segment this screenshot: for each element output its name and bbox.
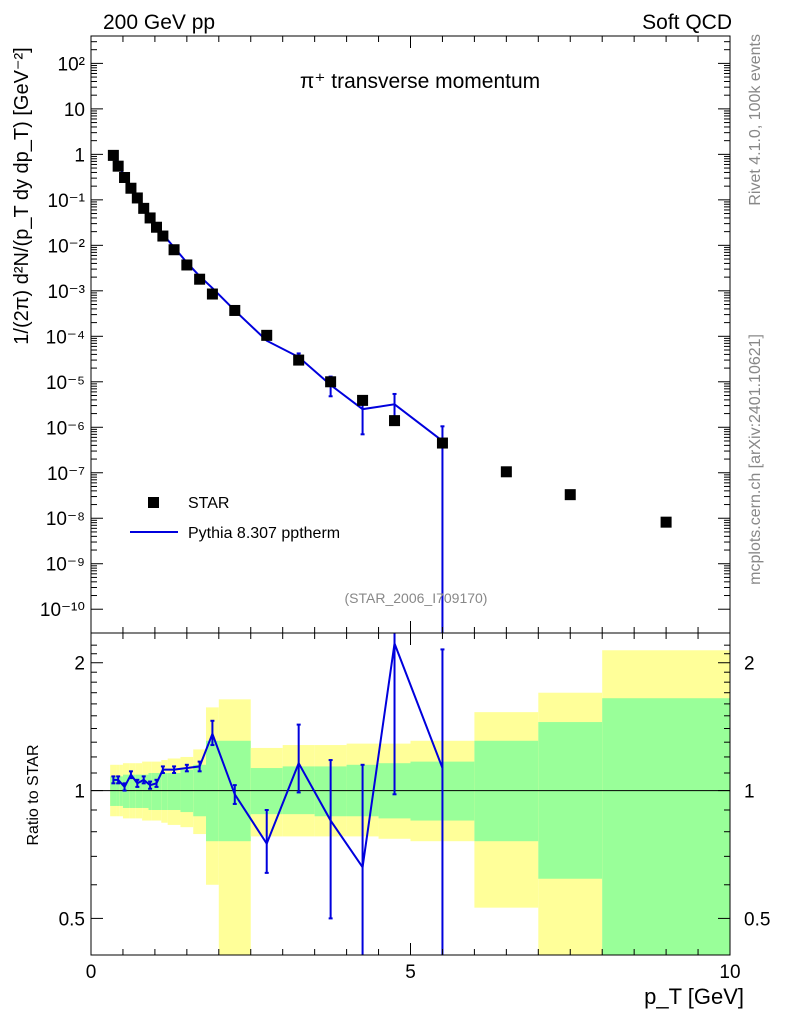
ratio-y-tick-label-right: 1 (744, 782, 755, 803)
legend-pythia-label: Pythia 8.307 pptherm (188, 525, 340, 542)
ratio-band-inner (129, 774, 133, 808)
rivet-version-label: Rivet 4.1.0, 100k events (747, 34, 764, 206)
ratio-y-tick-label-left: 0.5 (59, 909, 85, 930)
ratio-band-inner (250, 768, 283, 815)
legend: STAR Pythia 8.307 pptherm (130, 495, 340, 542)
data-point (125, 182, 137, 194)
data-point (144, 212, 156, 224)
data-point (564, 489, 576, 501)
data-point (389, 415, 401, 427)
ratio-band-inner (151, 772, 162, 811)
mc-series-ratio (111, 633, 445, 955)
data-point (131, 192, 143, 204)
data-point (229, 304, 241, 316)
data-point (500, 466, 512, 478)
data-point (206, 288, 218, 300)
main-y-tick-label: 10⁻⁴ (46, 327, 85, 348)
mc-series-main (112, 153, 445, 633)
legend-star-marker (148, 497, 159, 508)
ratio-band-inner (110, 776, 117, 806)
data-point (107, 149, 119, 161)
main-y-tick-label: 10⁻¹ (48, 191, 86, 212)
mcplots-source-label: mcplots.cern.ch [arXiv:2401.10621] (747, 334, 764, 585)
data-point (119, 171, 131, 183)
axis-ticks (90, 35, 731, 955)
x-tick-label: 5 (405, 962, 416, 983)
main-y-tick-label: 1 (74, 145, 85, 166)
data-point (293, 354, 305, 366)
ratio-uncertainty-bands (110, 650, 730, 955)
ratio-band-inner (116, 776, 120, 806)
ratio-band-inner (161, 772, 168, 811)
main-y-tick-label: 10⁻⁶ (46, 418, 85, 439)
data-series-main (107, 149, 672, 528)
main-y-tick-label: 10⁻⁷ (47, 464, 85, 485)
ratio-y-tick-label-left: 2 (74, 654, 85, 675)
data-point (194, 273, 206, 285)
ratio-band-inner (602, 698, 730, 955)
data-point (157, 230, 169, 242)
data-point (150, 221, 162, 233)
ratio-y-tick-label-right: 2 (744, 654, 755, 675)
data-point (168, 244, 180, 256)
plot-title: π⁺ transverse momentum (300, 70, 540, 93)
ratio-band-inner (538, 722, 603, 879)
ratio-band-inner (135, 774, 143, 808)
x-tick-label: 0 (86, 962, 97, 983)
ratio-y-tick-label-right: 0.5 (744, 909, 770, 930)
mc-curve (112, 153, 444, 442)
main-y-axis-label: 1/(2π) d²N/(p_T dy dp_T) [GeV⁻²] (11, 47, 33, 344)
main-y-tick-label: 10⁻⁹ (46, 555, 85, 576)
ratio-band-inner (119, 776, 123, 806)
main-y-tick-label: 10⁻⁸ (46, 509, 85, 530)
main-y-tick-label: 10⁻¹⁰ (40, 600, 85, 621)
ratio-y-axis-label: Ratio to STAR (25, 744, 42, 845)
data-point (325, 376, 337, 388)
legend-star-label: STAR (188, 495, 229, 512)
x-axis-label: p_T [GeV] (644, 984, 744, 1009)
mc-ratio-curve (113, 639, 444, 870)
data-point (357, 394, 369, 406)
data-point (181, 259, 193, 271)
header-left: 200 GeV pp (103, 11, 215, 34)
main-y-tick-label: 10⁻³ (48, 282, 86, 303)
ratio-band-inner (148, 772, 152, 811)
data-point (261, 329, 273, 341)
main-y-tick-label: 10² (58, 54, 85, 75)
ratio-band-inner (167, 772, 181, 811)
data-point (436, 437, 448, 449)
main-plot-frame (90, 35, 731, 634)
main-y-tick-label: 10 (64, 100, 85, 121)
main-y-tick-label: 10⁻² (48, 236, 86, 257)
header-right: Soft QCD (642, 11, 732, 34)
data-point (112, 160, 124, 172)
ratio-band-inner (132, 774, 136, 808)
ratio-y-tick-label-left: 1 (74, 782, 85, 803)
axis-tick-labels: 10⁻¹⁰ 10⁻⁹ 10⁻⁸ 10⁻⁷ 10⁻⁶ 10⁻⁵ 10⁻⁴ 10⁻³ 10⁻² 10⁻… (40, 54, 771, 983)
main-y-tick-label: 10⁻⁵ (46, 373, 85, 394)
analysis-watermark: (STAR_2006_I709170) (345, 590, 488, 606)
data-point (138, 202, 150, 214)
ratio-band-inner (142, 774, 149, 808)
x-tick-label: 10 (719, 962, 740, 983)
data-point (660, 516, 672, 528)
